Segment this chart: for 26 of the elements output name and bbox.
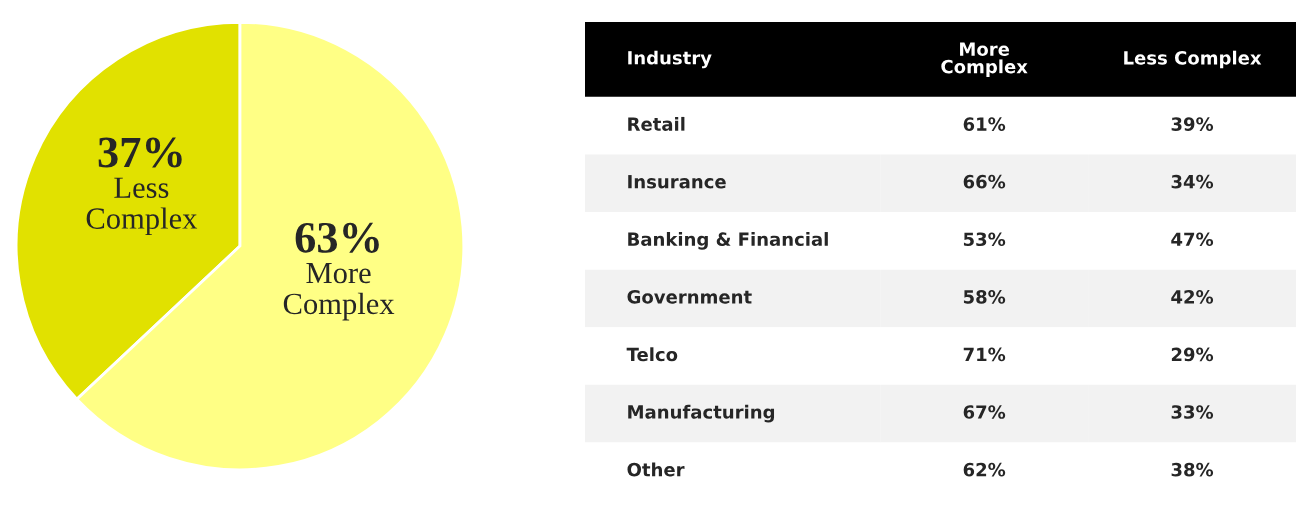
y-tick-label: Other (627, 462, 685, 477)
data-label: 63% (295, 222, 379, 253)
data-label: 66% (963, 174, 1006, 189)
data-label: 71% (963, 347, 1006, 362)
data-label: 33% (1171, 405, 1214, 419)
data-label: 29% (1171, 347, 1214, 362)
y-axis-title: Industry (628, 50, 712, 69)
slice-label: More Complex (283, 263, 395, 321)
slice-label: Less Complex (86, 177, 198, 236)
data-label: 61% (963, 117, 1006, 131)
data-label: 38% (1171, 462, 1214, 477)
data-label: 42% (1171, 290, 1214, 304)
data-label: 37% (98, 137, 182, 168)
data-label: 34% (1171, 174, 1214, 189)
y-tick-label: Manufacturing (628, 404, 775, 423)
data-label: 39% (1171, 117, 1214, 131)
data-label: 47% (1171, 232, 1214, 247)
y-tick-label: Retail (628, 116, 685, 131)
y-tick-label: Telco (626, 347, 678, 362)
data-label: 67% (963, 405, 1006, 419)
y-tick-label: Insurance (628, 175, 726, 189)
data-label: 58% (963, 290, 1006, 304)
data-label: 53% (963, 232, 1006, 247)
data-label: 62% (963, 462, 1006, 477)
y-tick-label: Banking & Financial (628, 232, 828, 250)
y-tick-label: Government (627, 290, 752, 304)
